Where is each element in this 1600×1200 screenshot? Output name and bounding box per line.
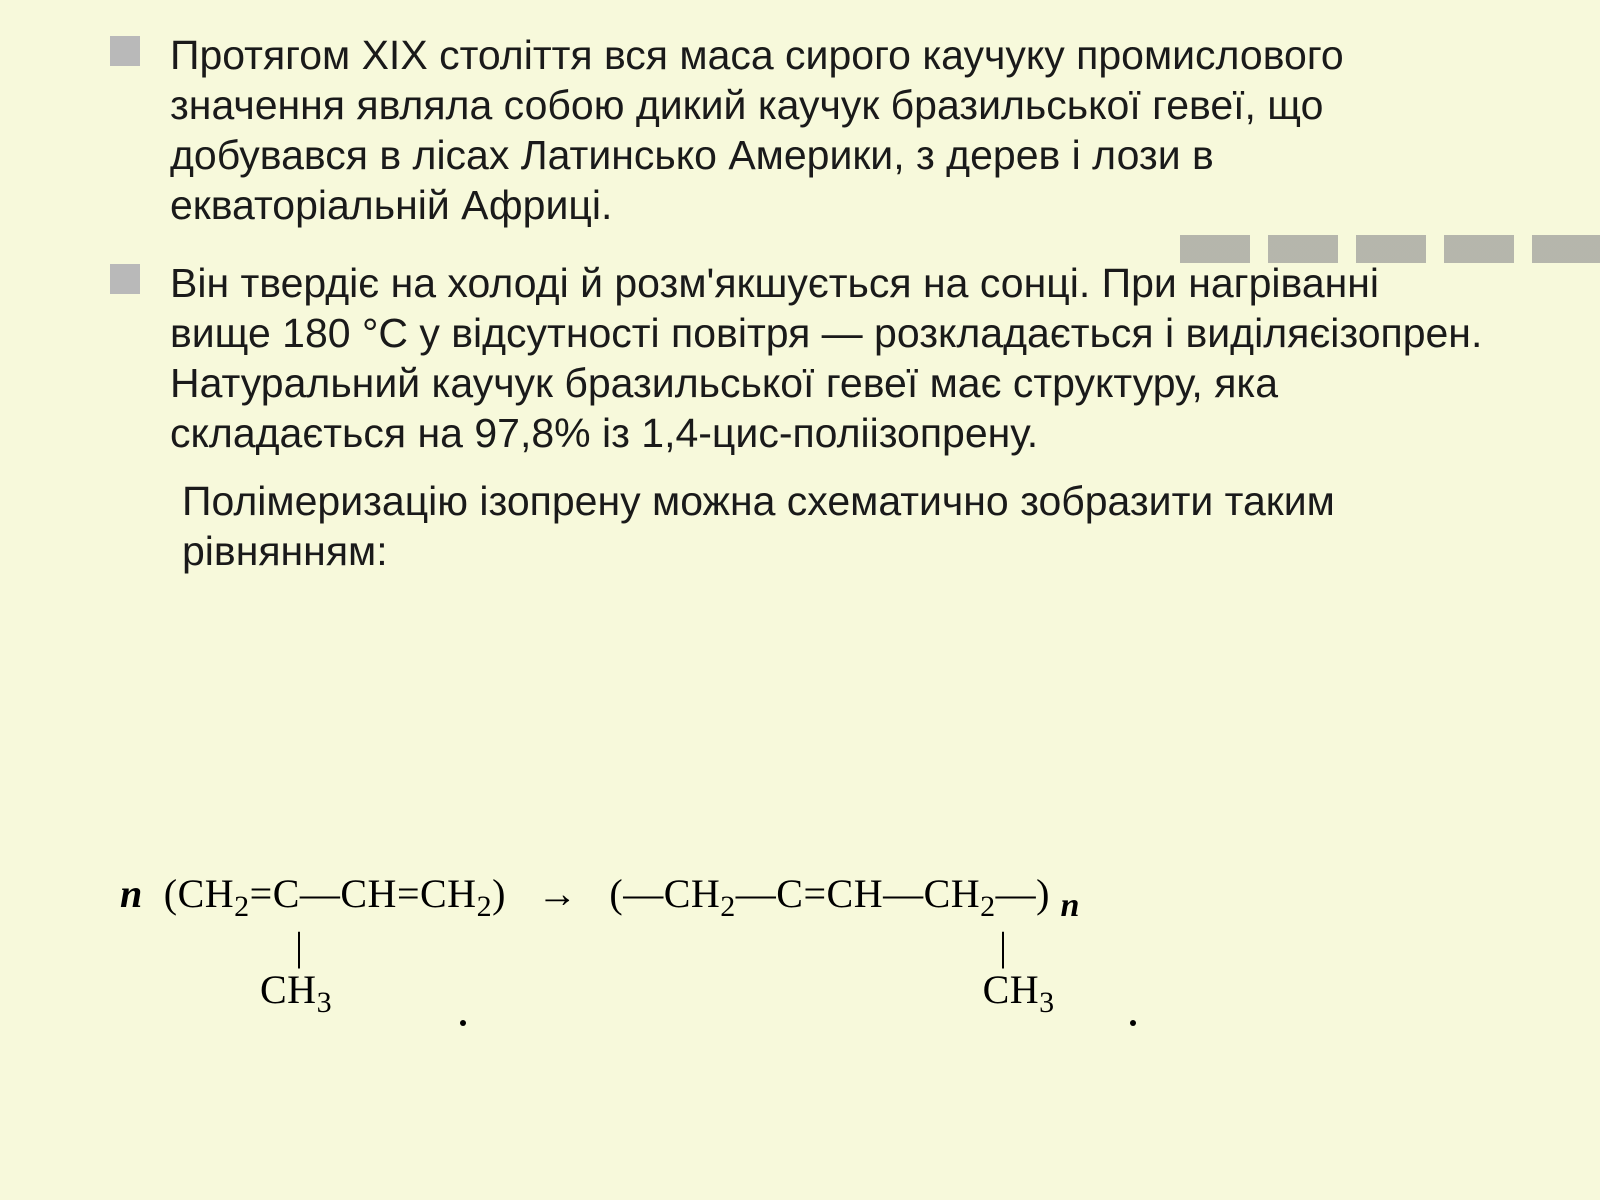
equation-line-bonds: | | — [120, 923, 1480, 970]
reactant-coefficient: n — [120, 871, 143, 916]
artifact-dot — [1130, 1020, 1136, 1026]
equation-line-main: n (CH2=C—CH=CH2) → (—CH2—C=CH—CH2—) n — [120, 870, 1480, 925]
square-bullet-icon — [110, 264, 140, 294]
trailing-paragraph: Полімеризацію ізопрену можна схематично … — [170, 476, 1490, 576]
artifact-dot — [460, 1020, 466, 1026]
slide-content: Протягом XIX століття вся маса сирого ка… — [110, 30, 1490, 604]
product-bond: | — [999, 924, 1008, 969]
reaction-arrow: → — [537, 871, 578, 916]
bullet-1-text: Протягом XIX століття вся маса сирого ка… — [170, 30, 1490, 230]
reactant-bond: | — [295, 924, 304, 969]
bullet-2-text: Він твердіє на холоді й розм'якшується н… — [170, 258, 1490, 458]
bullet-item-1: Протягом XIX століття вся маса сирого ка… — [110, 30, 1490, 230]
polymerization-equation: n (CH2=C—CH=CH2) → (—CH2—C=CH—CH2—) n | … — [120, 870, 1480, 1013]
square-bullet-icon — [110, 36, 140, 66]
equation-line-substituents: CH3 CH3 — [120, 966, 1480, 1013]
bullet-item-2: Він твердіє на холоді й розм'якшується н… — [110, 258, 1490, 576]
product-subscript: n — [1061, 887, 1080, 924]
